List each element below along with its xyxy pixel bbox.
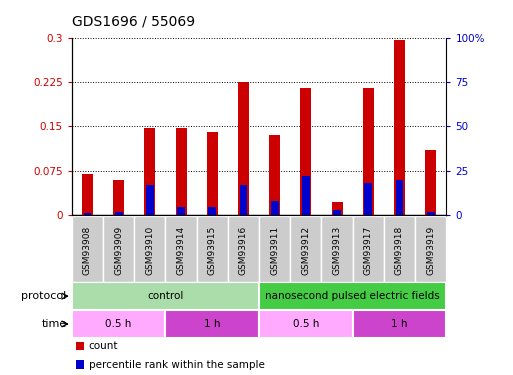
Bar <box>75 342 84 350</box>
Bar <box>196 216 228 282</box>
Text: GSM93918: GSM93918 <box>395 225 404 275</box>
Text: GSM93910: GSM93910 <box>145 225 154 275</box>
Text: GDS1696 / 55069: GDS1696 / 55069 <box>72 14 195 28</box>
Bar <box>84 213 91 216</box>
Bar <box>208 207 216 216</box>
Text: GSM93908: GSM93908 <box>83 225 92 275</box>
Bar <box>331 202 343 216</box>
Bar <box>177 207 185 216</box>
Bar <box>259 282 446 310</box>
Text: GSM93912: GSM93912 <box>301 225 310 274</box>
Text: protocol: protocol <box>22 291 67 301</box>
Text: time: time <box>42 319 67 329</box>
Bar <box>425 150 436 216</box>
Text: 1 h: 1 h <box>391 319 408 329</box>
Bar <box>396 180 403 216</box>
Bar <box>290 216 322 282</box>
Bar <box>238 82 249 216</box>
Bar <box>302 176 310 216</box>
Text: count: count <box>89 341 118 351</box>
Text: 0.5 h: 0.5 h <box>106 319 132 329</box>
Bar <box>115 212 123 216</box>
Bar <box>269 135 280 216</box>
Text: 0.5 h: 0.5 h <box>293 319 319 329</box>
Text: GSM93914: GSM93914 <box>176 225 186 274</box>
Bar <box>364 183 372 216</box>
Bar <box>146 185 154 216</box>
Bar <box>134 216 165 282</box>
Bar <box>175 128 187 216</box>
Bar <box>415 216 446 282</box>
Text: GSM93911: GSM93911 <box>270 225 279 275</box>
Text: 1 h: 1 h <box>204 319 221 329</box>
Text: GSM93917: GSM93917 <box>364 225 373 275</box>
Bar <box>103 216 134 282</box>
Bar <box>353 216 384 282</box>
Text: GSM93909: GSM93909 <box>114 225 123 275</box>
Bar <box>301 88 311 216</box>
Bar <box>363 88 374 216</box>
Text: GSM93913: GSM93913 <box>332 225 342 275</box>
Bar <box>228 216 259 282</box>
Bar <box>427 212 435 216</box>
Bar <box>144 128 155 216</box>
Text: GSM93916: GSM93916 <box>239 225 248 275</box>
Bar <box>72 310 165 338</box>
Bar <box>333 210 341 216</box>
Text: control: control <box>147 291 184 301</box>
Bar <box>72 282 259 310</box>
Bar <box>394 40 405 216</box>
Text: GSM93919: GSM93919 <box>426 225 435 275</box>
Bar <box>259 216 290 282</box>
Bar <box>240 185 247 216</box>
Bar <box>113 180 124 216</box>
Bar <box>82 174 93 216</box>
Text: percentile rank within the sample: percentile rank within the sample <box>89 360 265 370</box>
Bar <box>259 310 353 338</box>
Bar <box>384 216 415 282</box>
Text: GSM93915: GSM93915 <box>208 225 217 275</box>
Bar <box>353 310 446 338</box>
Bar <box>165 216 196 282</box>
Bar <box>271 201 279 216</box>
Bar <box>165 310 259 338</box>
Bar <box>75 360 84 369</box>
Bar <box>207 132 218 216</box>
Bar <box>72 216 103 282</box>
Text: nanosecond pulsed electric fields: nanosecond pulsed electric fields <box>265 291 440 301</box>
Bar <box>322 216 353 282</box>
